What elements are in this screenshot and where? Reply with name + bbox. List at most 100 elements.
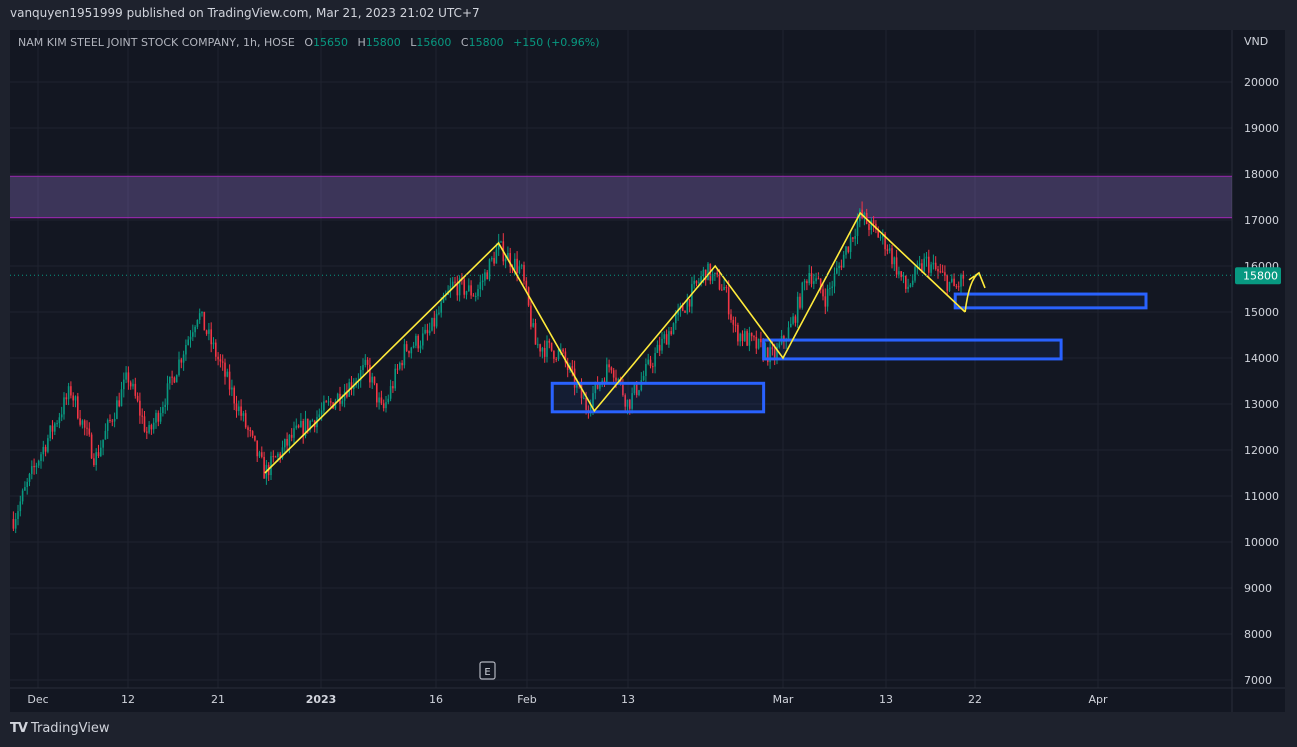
candle-body xyxy=(507,253,509,260)
candle-body xyxy=(311,420,314,422)
tradingview-logo: TV TradingView xyxy=(10,721,109,736)
price-tick-label: 15000 xyxy=(1244,306,1279,319)
candle-body xyxy=(727,287,730,315)
candle-body xyxy=(721,289,723,291)
candle-body xyxy=(944,272,946,276)
candle-body xyxy=(757,338,760,349)
candle-body xyxy=(201,311,203,314)
time-tick-label: 2023 xyxy=(306,693,337,706)
candle-body xyxy=(40,454,42,461)
candle-body xyxy=(194,326,196,333)
candle-body xyxy=(900,271,902,278)
candle-body xyxy=(74,396,77,401)
candle-body xyxy=(532,323,534,327)
open-label: O xyxy=(304,36,313,49)
candle-body xyxy=(166,383,169,405)
candle-body xyxy=(672,323,675,335)
candle-body xyxy=(585,398,587,410)
candle-body xyxy=(217,356,219,360)
candle-body xyxy=(870,220,873,230)
candle-body xyxy=(755,337,758,349)
candle-body xyxy=(127,372,130,383)
candle-body xyxy=(297,425,300,428)
candle-body xyxy=(47,438,49,452)
candle-body xyxy=(35,465,38,468)
candle-body xyxy=(442,295,445,303)
earnings-marker xyxy=(479,661,496,680)
candle-body xyxy=(295,425,298,429)
candle-body xyxy=(79,418,81,425)
candle-body xyxy=(557,349,560,360)
candle-body xyxy=(258,452,261,457)
candle-body xyxy=(281,447,284,458)
candle-body xyxy=(83,420,86,428)
candle-body xyxy=(606,364,608,384)
candle-body xyxy=(902,275,905,278)
candle-body xyxy=(725,287,728,289)
candle-body xyxy=(905,275,907,289)
candle-body xyxy=(309,420,311,430)
candle-body xyxy=(63,397,65,415)
candle-body xyxy=(734,324,737,326)
time-tick-label: 16 xyxy=(429,693,443,706)
low-label: L xyxy=(410,36,417,49)
candle-body xyxy=(654,352,656,367)
candle-body xyxy=(548,340,551,343)
candle-body xyxy=(668,331,670,345)
candle-body xyxy=(898,271,900,275)
candle-body xyxy=(652,366,654,368)
zigzag-line xyxy=(264,211,966,474)
candle-body xyxy=(566,362,569,370)
time-tick-label: 13 xyxy=(879,693,893,706)
candle-body xyxy=(856,221,859,237)
candle-body xyxy=(847,246,850,252)
time-tick-label: 13 xyxy=(621,693,635,706)
chart-panel[interactable] xyxy=(10,30,1285,712)
candle-body xyxy=(182,354,185,363)
time-tick-label: Apr xyxy=(1088,693,1108,706)
candle-body xyxy=(932,262,935,265)
candle-body xyxy=(518,266,521,273)
candle-body xyxy=(14,519,17,529)
candle-body xyxy=(470,285,472,296)
candle-body xyxy=(769,347,771,363)
candle-body xyxy=(560,349,562,351)
arrow-head-icon xyxy=(968,271,986,289)
candle-body xyxy=(681,305,684,311)
candle-body xyxy=(737,324,739,342)
candle-body xyxy=(392,386,394,389)
candle-body xyxy=(129,382,132,387)
candle-body xyxy=(435,313,438,327)
candle-body xyxy=(208,329,210,334)
candle-body xyxy=(921,263,923,272)
candle-body xyxy=(433,317,436,327)
candle-body xyxy=(164,404,166,408)
candle-body xyxy=(33,466,35,468)
candle-body xyxy=(746,331,748,346)
candle-body xyxy=(37,460,40,466)
candle-body xyxy=(663,334,666,339)
candle-body xyxy=(318,414,321,418)
candle-body xyxy=(877,228,879,238)
candle-body xyxy=(205,330,208,334)
candle-body xyxy=(247,427,249,430)
candle-body xyxy=(302,420,304,436)
candle-body xyxy=(60,414,63,418)
candle-body xyxy=(739,333,741,342)
candle-body xyxy=(97,452,100,457)
close-label: C xyxy=(460,36,469,49)
candle-body xyxy=(100,447,102,457)
candle-body xyxy=(323,401,325,411)
candle-body xyxy=(463,279,465,295)
candle-body xyxy=(626,399,629,407)
candle-body xyxy=(180,359,183,363)
candle-body xyxy=(77,396,79,419)
candle-body xyxy=(123,379,125,390)
candle-body xyxy=(675,314,677,324)
candle-body xyxy=(790,323,792,328)
candle-body xyxy=(336,393,339,402)
candle-body xyxy=(150,425,153,430)
candle-body xyxy=(806,281,808,284)
candle-body xyxy=(72,395,74,401)
